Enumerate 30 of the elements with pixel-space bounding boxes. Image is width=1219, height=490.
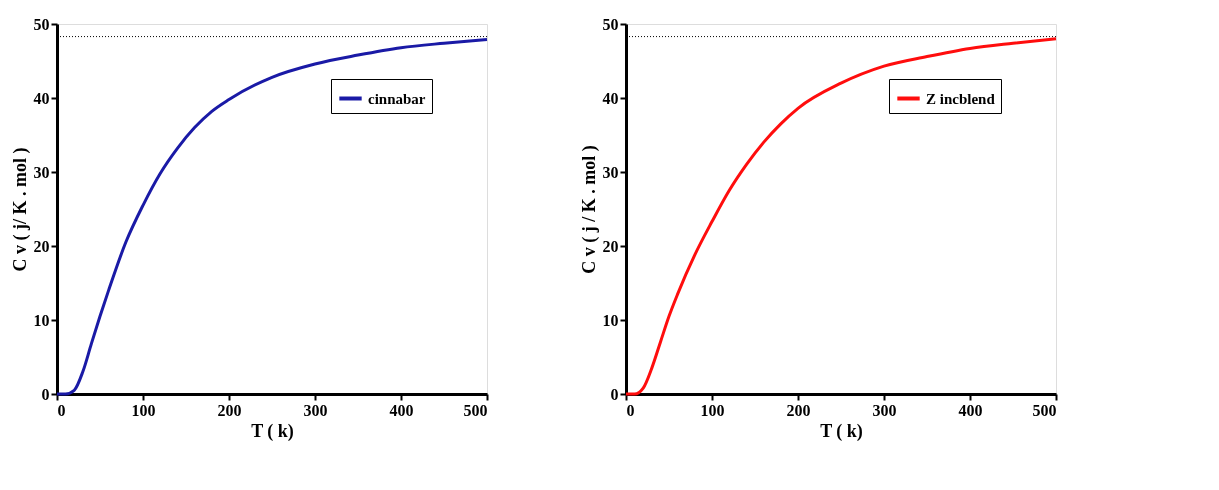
y-axis-title: C v ( j / K . mol ): [578, 145, 600, 274]
x-tick-label: 200: [786, 401, 811, 419]
legend-label: cinnabar: [368, 90, 426, 107]
y-tick-label: 10: [33, 311, 50, 329]
y-tick-label: 0: [610, 385, 619, 403]
x-tick-label: 400: [389, 401, 414, 419]
y-tick-label: 50: [33, 15, 50, 33]
y-tick-label: 50: [602, 15, 619, 33]
x-axis-title: T ( k): [820, 420, 863, 442]
x-tick-label: 200: [217, 401, 242, 419]
x-tick-label: 500: [463, 401, 488, 419]
x-tick-label: 0: [57, 401, 66, 419]
y-axis-title: C v ( j/ K . mol ): [9, 147, 31, 272]
y-tick-label: 40: [33, 89, 50, 107]
x-tick-label: 300: [872, 401, 897, 419]
x-tick-label: 300: [303, 401, 328, 419]
y-tick-label: 20: [602, 237, 619, 255]
x-tick-label: 100: [700, 401, 725, 419]
y-tick-label: 30: [602, 163, 619, 181]
y-tick-label: 30: [33, 163, 50, 181]
x-axis-title: T ( k): [251, 420, 294, 442]
y-tick-label: 40: [602, 89, 619, 107]
y-tick-label: 10: [602, 311, 619, 329]
x-tick-label: 0: [626, 401, 635, 419]
x-tick-label: 400: [958, 401, 983, 419]
y-tick-label: 20: [33, 237, 50, 255]
legend-label: Z incblend: [926, 90, 996, 107]
x-tick-label: 500: [1032, 401, 1057, 419]
x-tick-label: 100: [131, 401, 156, 419]
y-tick-label: 0: [41, 385, 50, 403]
